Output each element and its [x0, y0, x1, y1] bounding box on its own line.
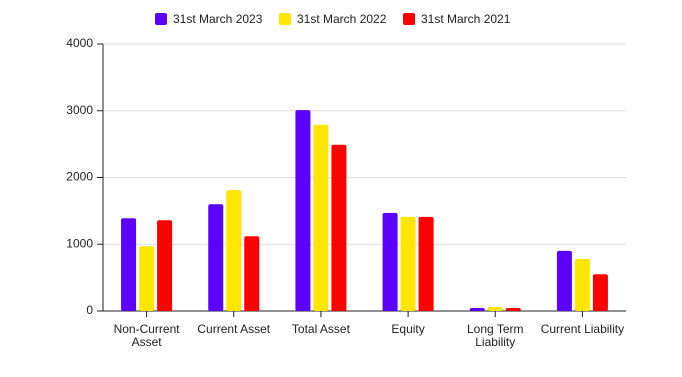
y-tick-label: 0 [86, 303, 93, 317]
bar [208, 204, 224, 311]
bar [331, 144, 347, 311]
bar [157, 220, 173, 311]
y-tick-label: 1000 [66, 236, 93, 250]
y-tick-label: 4000 [66, 36, 93, 50]
bar [418, 216, 434, 311]
bar [400, 216, 416, 311]
legend-label: 31st March 2022 [297, 12, 387, 26]
bar [313, 124, 329, 311]
bar [382, 212, 398, 311]
legend-label: 31st March 2021 [421, 12, 511, 26]
legend-swatch [279, 13, 291, 25]
x-tick-label: Non-Current Asset [113, 322, 180, 349]
bar [295, 110, 311, 312]
legend-swatch [403, 13, 415, 25]
bar [121, 218, 137, 311]
bar [244, 236, 260, 311]
bar [556, 250, 572, 311]
bar [505, 307, 521, 311]
y-tick-label: 2000 [66, 170, 93, 184]
legend-swatch [155, 13, 167, 25]
bar [226, 190, 242, 311]
x-tick-label: Current Liability [540, 322, 625, 336]
bar [487, 306, 503, 311]
bar [139, 246, 155, 311]
y-tick-label: 3000 [66, 103, 93, 117]
bar [469, 307, 485, 311]
x-tick-label: Long Term Liability [467, 322, 524, 349]
legend-label: 31st March 2023 [173, 12, 263, 26]
x-tick-label: Current Asset [197, 322, 271, 336]
bar [592, 274, 608, 311]
x-tick-label: Total Asset [291, 322, 350, 336]
x-tick-label: Equity [391, 322, 425, 336]
bar [574, 258, 590, 311]
